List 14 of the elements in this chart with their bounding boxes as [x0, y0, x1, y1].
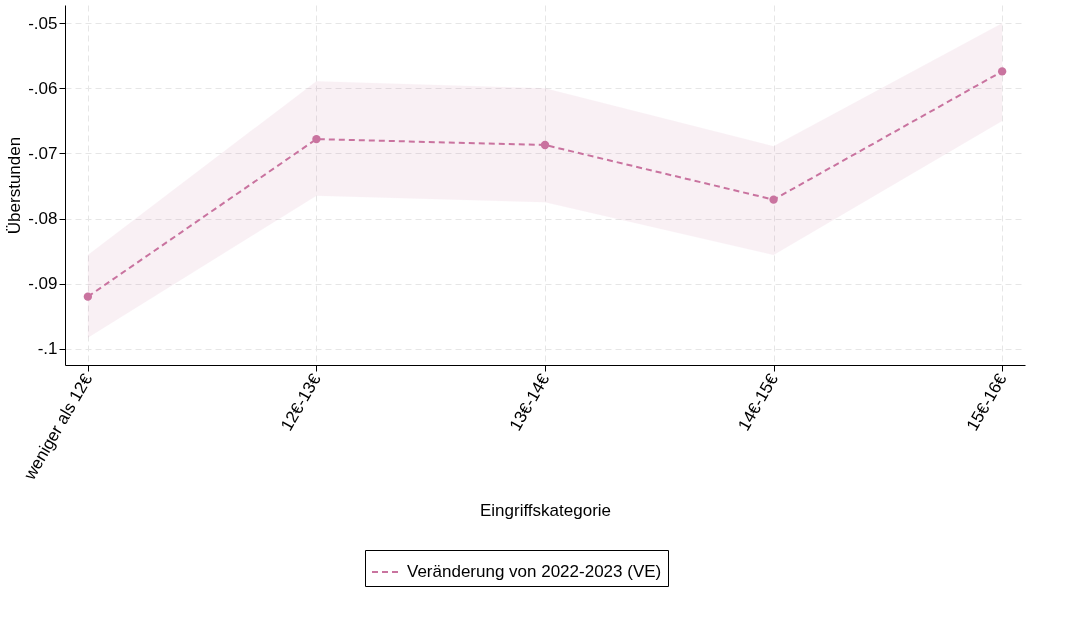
y-tick-label: -.05	[28, 13, 58, 33]
y-tick-label: -.07	[28, 143, 58, 163]
x-axis-title: Eingriffskategorie	[479, 500, 612, 520]
point	[997, 67, 1007, 76]
legend-label: Veränderung von 2022-2023 (VE)	[407, 562, 662, 581]
y-tick-label: -.1	[37, 339, 58, 359]
y-tick-label: -.09	[28, 274, 58, 294]
point	[769, 195, 778, 204]
y-tick-label: -.06	[28, 78, 58, 98]
point	[312, 134, 321, 144]
point	[540, 140, 550, 150]
y-tick-label: -.08	[28, 209, 58, 229]
y-axis-title: Überstunden	[5, 136, 25, 235]
point	[83, 292, 93, 301]
